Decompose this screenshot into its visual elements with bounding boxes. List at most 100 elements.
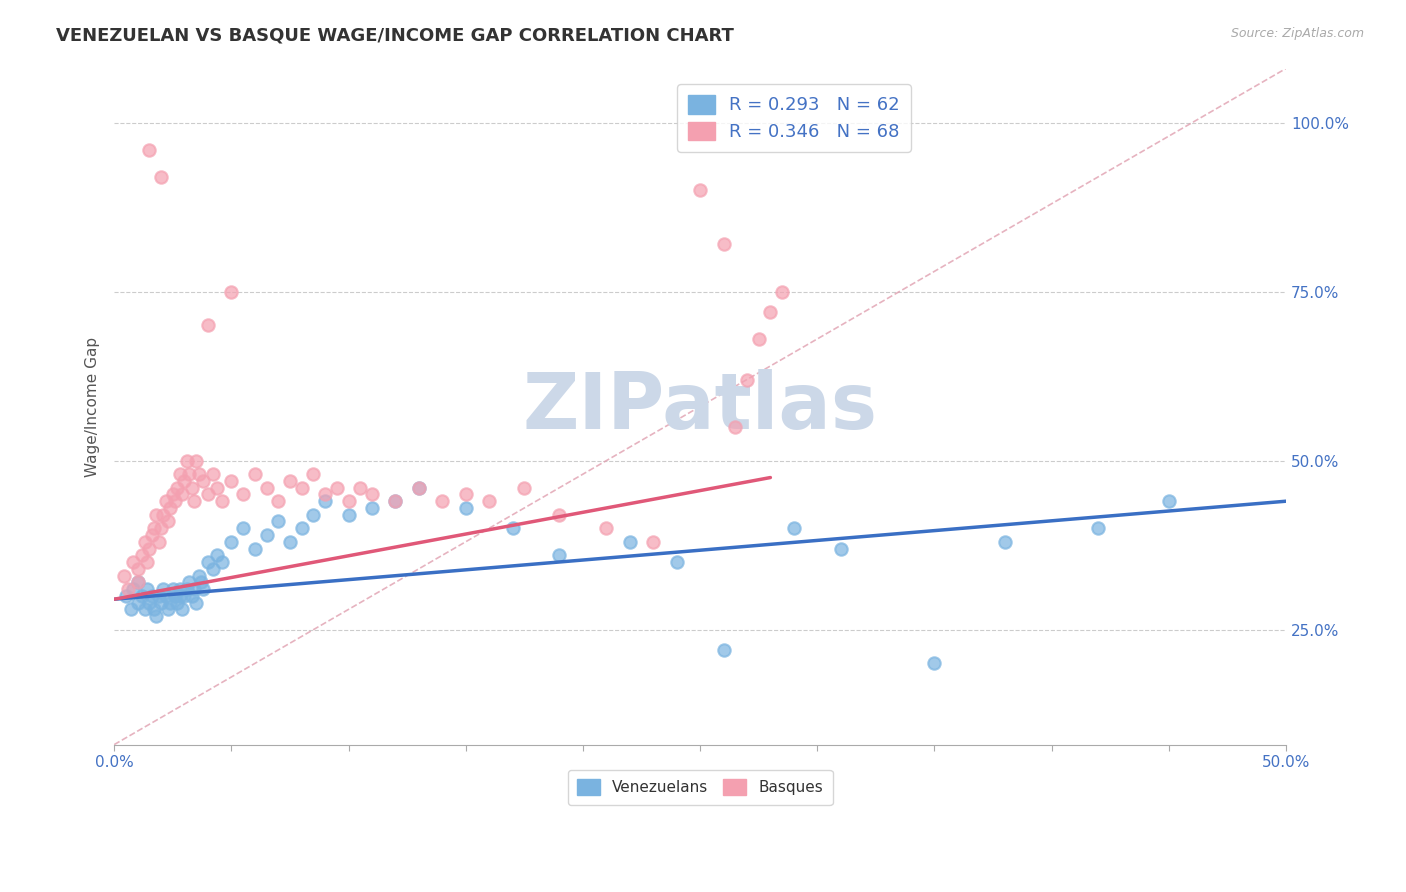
Point — [924, 657, 946, 671]
Point — [122, 555, 145, 569]
Point — [665, 555, 688, 569]
Point — [176, 453, 198, 467]
Point — [115, 589, 138, 603]
Text: ZIPatlas: ZIPatlas — [523, 368, 877, 444]
Point — [193, 582, 215, 596]
Point — [243, 541, 266, 556]
Point — [169, 589, 191, 603]
Point — [169, 582, 191, 596]
Point — [183, 582, 205, 596]
Point — [173, 589, 195, 603]
Point — [221, 534, 243, 549]
Point — [172, 487, 194, 501]
Point — [117, 582, 139, 596]
Point — [408, 481, 430, 495]
Point — [207, 549, 229, 563]
Point — [197, 318, 219, 333]
Point — [138, 596, 160, 610]
Point — [112, 568, 135, 582]
Point — [150, 169, 173, 184]
Point — [152, 582, 174, 596]
Point — [127, 562, 149, 576]
Point — [138, 541, 160, 556]
Point — [172, 602, 194, 616]
Point — [157, 602, 180, 616]
Point — [180, 589, 202, 603]
Point — [148, 534, 170, 549]
Point — [513, 481, 536, 495]
Point — [173, 474, 195, 488]
Point — [211, 555, 233, 569]
Point — [193, 474, 215, 488]
Point — [134, 534, 156, 549]
Point — [267, 515, 290, 529]
Point — [190, 575, 212, 590]
Point — [783, 521, 806, 535]
Point — [141, 528, 163, 542]
Point — [187, 568, 209, 582]
Point — [748, 332, 770, 346]
Point — [165, 494, 187, 508]
Point — [120, 602, 142, 616]
Point — [207, 481, 229, 495]
Point — [408, 481, 430, 495]
Point — [141, 589, 163, 603]
Point — [127, 596, 149, 610]
Point — [361, 500, 384, 515]
Point — [122, 582, 145, 596]
Y-axis label: Wage/Income Gap: Wage/Income Gap — [86, 336, 100, 476]
Point — [432, 494, 454, 508]
Point — [1087, 521, 1109, 535]
Point — [221, 285, 243, 299]
Point — [127, 575, 149, 590]
Point — [502, 521, 524, 535]
Text: Source: ZipAtlas.com: Source: ZipAtlas.com — [1230, 27, 1364, 40]
Point — [157, 515, 180, 529]
Point — [159, 500, 181, 515]
Point — [478, 494, 501, 508]
Point — [186, 453, 208, 467]
Point — [384, 494, 406, 508]
Point — [291, 481, 314, 495]
Point — [165, 589, 187, 603]
Point — [689, 183, 711, 197]
Point — [201, 467, 224, 482]
Text: VENEZUELAN VS BASQUE WAGE/INCOME GAP CORRELATION CHART: VENEZUELAN VS BASQUE WAGE/INCOME GAP COR… — [56, 27, 734, 45]
Point — [166, 481, 188, 495]
Point — [127, 575, 149, 590]
Point — [187, 467, 209, 482]
Point — [143, 521, 166, 535]
Point — [179, 467, 201, 482]
Point — [166, 596, 188, 610]
Point — [256, 481, 278, 495]
Point — [134, 602, 156, 616]
Point — [830, 541, 852, 556]
Point — [145, 609, 167, 624]
Point — [384, 494, 406, 508]
Point — [155, 494, 177, 508]
Point — [143, 602, 166, 616]
Point — [278, 534, 301, 549]
Point — [243, 467, 266, 482]
Point — [759, 305, 782, 319]
Point — [183, 494, 205, 508]
Point — [454, 487, 477, 501]
Point — [201, 562, 224, 576]
Point — [162, 487, 184, 501]
Point — [150, 521, 173, 535]
Point — [267, 494, 290, 508]
Point — [994, 534, 1017, 549]
Point — [314, 494, 336, 508]
Point — [454, 500, 477, 515]
Point — [179, 575, 201, 590]
Point — [724, 420, 747, 434]
Point — [735, 372, 758, 386]
Point — [131, 589, 153, 603]
Point — [232, 487, 254, 501]
Point — [361, 487, 384, 501]
Point — [713, 237, 735, 252]
Point — [643, 534, 665, 549]
Legend: Venezuelans, Basques: Venezuelans, Basques — [568, 771, 832, 805]
Point — [349, 481, 371, 495]
Point — [152, 508, 174, 522]
